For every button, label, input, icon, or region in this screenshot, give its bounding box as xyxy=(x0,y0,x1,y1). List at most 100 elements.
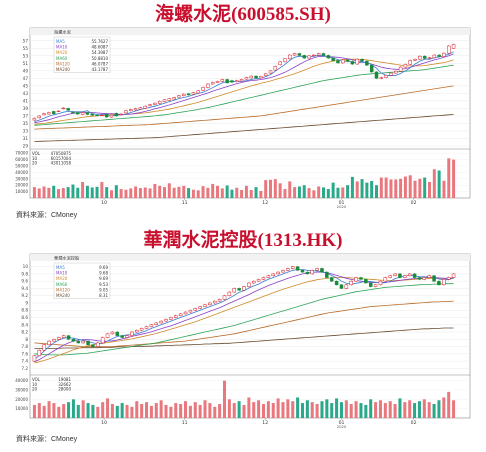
volume-bar xyxy=(174,403,178,418)
candle xyxy=(138,107,143,110)
candle xyxy=(222,295,227,300)
volume-bar xyxy=(365,182,369,198)
volume-bar xyxy=(114,185,118,198)
volume-bar xyxy=(375,185,378,198)
price-tick-label: 33 xyxy=(23,128,29,133)
candle xyxy=(354,277,358,282)
volume-tick-label: 20000 xyxy=(15,183,28,188)
volume-bar xyxy=(52,185,56,198)
price-tick-label: 9.6 xyxy=(21,279,28,284)
ma-legend-value: 50.8810 xyxy=(91,56,108,61)
volume-bar xyxy=(257,400,261,418)
volume-bar xyxy=(432,169,436,198)
candle xyxy=(239,79,244,82)
candle xyxy=(403,275,407,278)
volume-bar xyxy=(398,398,402,418)
ma-legend-name: MA20 xyxy=(56,276,68,281)
price-tick-label: 31 xyxy=(23,136,29,141)
volume-bar xyxy=(153,183,157,198)
candle xyxy=(186,93,191,96)
volume-legend-value: 47050875 xyxy=(51,151,72,156)
ma-legend-name: MA10 xyxy=(56,271,68,276)
candle xyxy=(242,286,246,291)
candle xyxy=(227,291,232,296)
volume-bar xyxy=(32,187,36,198)
candle xyxy=(407,273,412,276)
volume-tick-label: 10000 xyxy=(15,406,28,411)
volume-bar xyxy=(237,401,241,418)
candle xyxy=(383,277,388,282)
candle xyxy=(286,268,290,271)
candle xyxy=(42,113,46,116)
volume-bar xyxy=(187,188,191,198)
candle xyxy=(47,112,51,115)
candle xyxy=(432,275,436,282)
volume-bar xyxy=(383,403,387,418)
candle xyxy=(120,335,124,338)
chart-title: 海螺水泥(600585.SH) xyxy=(155,4,331,25)
volume-bar xyxy=(423,177,427,198)
candle xyxy=(61,107,66,110)
volume-bar xyxy=(322,187,325,198)
volume-bar xyxy=(442,397,446,418)
candle xyxy=(115,331,120,336)
volume-tick-label: 40000 xyxy=(15,170,28,175)
candle xyxy=(427,275,431,278)
candle xyxy=(244,77,249,80)
candle xyxy=(208,302,212,306)
candle xyxy=(339,284,344,289)
candle xyxy=(206,83,210,88)
volume-bar xyxy=(349,404,353,418)
candle xyxy=(281,270,285,273)
volume-bar xyxy=(182,185,186,198)
volume-bar xyxy=(297,186,301,198)
volume-bar xyxy=(159,400,163,418)
candle xyxy=(331,57,335,61)
volume-bar xyxy=(124,189,128,198)
volume-bar xyxy=(413,403,417,418)
price-tick-label: 9 xyxy=(25,300,28,305)
candle xyxy=(315,268,319,271)
volume-bar xyxy=(42,186,46,198)
price-tick-label: 8.2 xyxy=(21,330,28,335)
candle xyxy=(259,76,263,79)
ma-legend-name: MA60 xyxy=(56,282,68,287)
candle xyxy=(86,340,90,346)
candle xyxy=(220,79,225,82)
volume-bar xyxy=(374,402,378,418)
candle xyxy=(230,80,234,83)
candle xyxy=(442,52,446,57)
candle xyxy=(261,277,266,280)
volume-bar xyxy=(184,401,188,418)
candle xyxy=(249,75,253,79)
volume-bar xyxy=(134,186,138,198)
ma-legend-value: 48.6087 xyxy=(91,45,108,50)
volume-bar xyxy=(57,406,61,418)
x-tick-label: 01 xyxy=(339,420,345,426)
candle xyxy=(232,288,237,293)
volume-bar xyxy=(317,186,321,198)
volume-bar xyxy=(213,406,217,418)
candle xyxy=(201,87,205,91)
volume-bar xyxy=(145,402,149,418)
volume-bar xyxy=(276,398,280,418)
ma-legend-name: MA5 xyxy=(56,39,65,44)
candle xyxy=(169,317,173,320)
price-tick-label: 7.8 xyxy=(21,344,28,349)
volume-bar xyxy=(191,189,195,198)
x-tick-label: 10 xyxy=(101,420,107,426)
volume-bar xyxy=(90,187,94,198)
candle xyxy=(305,271,310,275)
volume-legend-name: 20 xyxy=(32,161,38,166)
volume-bar xyxy=(154,403,158,418)
volume-bar xyxy=(403,176,407,198)
x-tick-label: 11 xyxy=(182,200,188,206)
volume-tick-label: 50000 xyxy=(15,164,28,169)
candle xyxy=(378,280,383,286)
candle xyxy=(312,54,316,57)
price-tick-label: 51 xyxy=(23,61,29,66)
candle xyxy=(437,54,441,57)
volume-tick-label: 10000 xyxy=(15,189,28,194)
candle xyxy=(183,311,188,315)
volume-bar xyxy=(225,185,229,198)
